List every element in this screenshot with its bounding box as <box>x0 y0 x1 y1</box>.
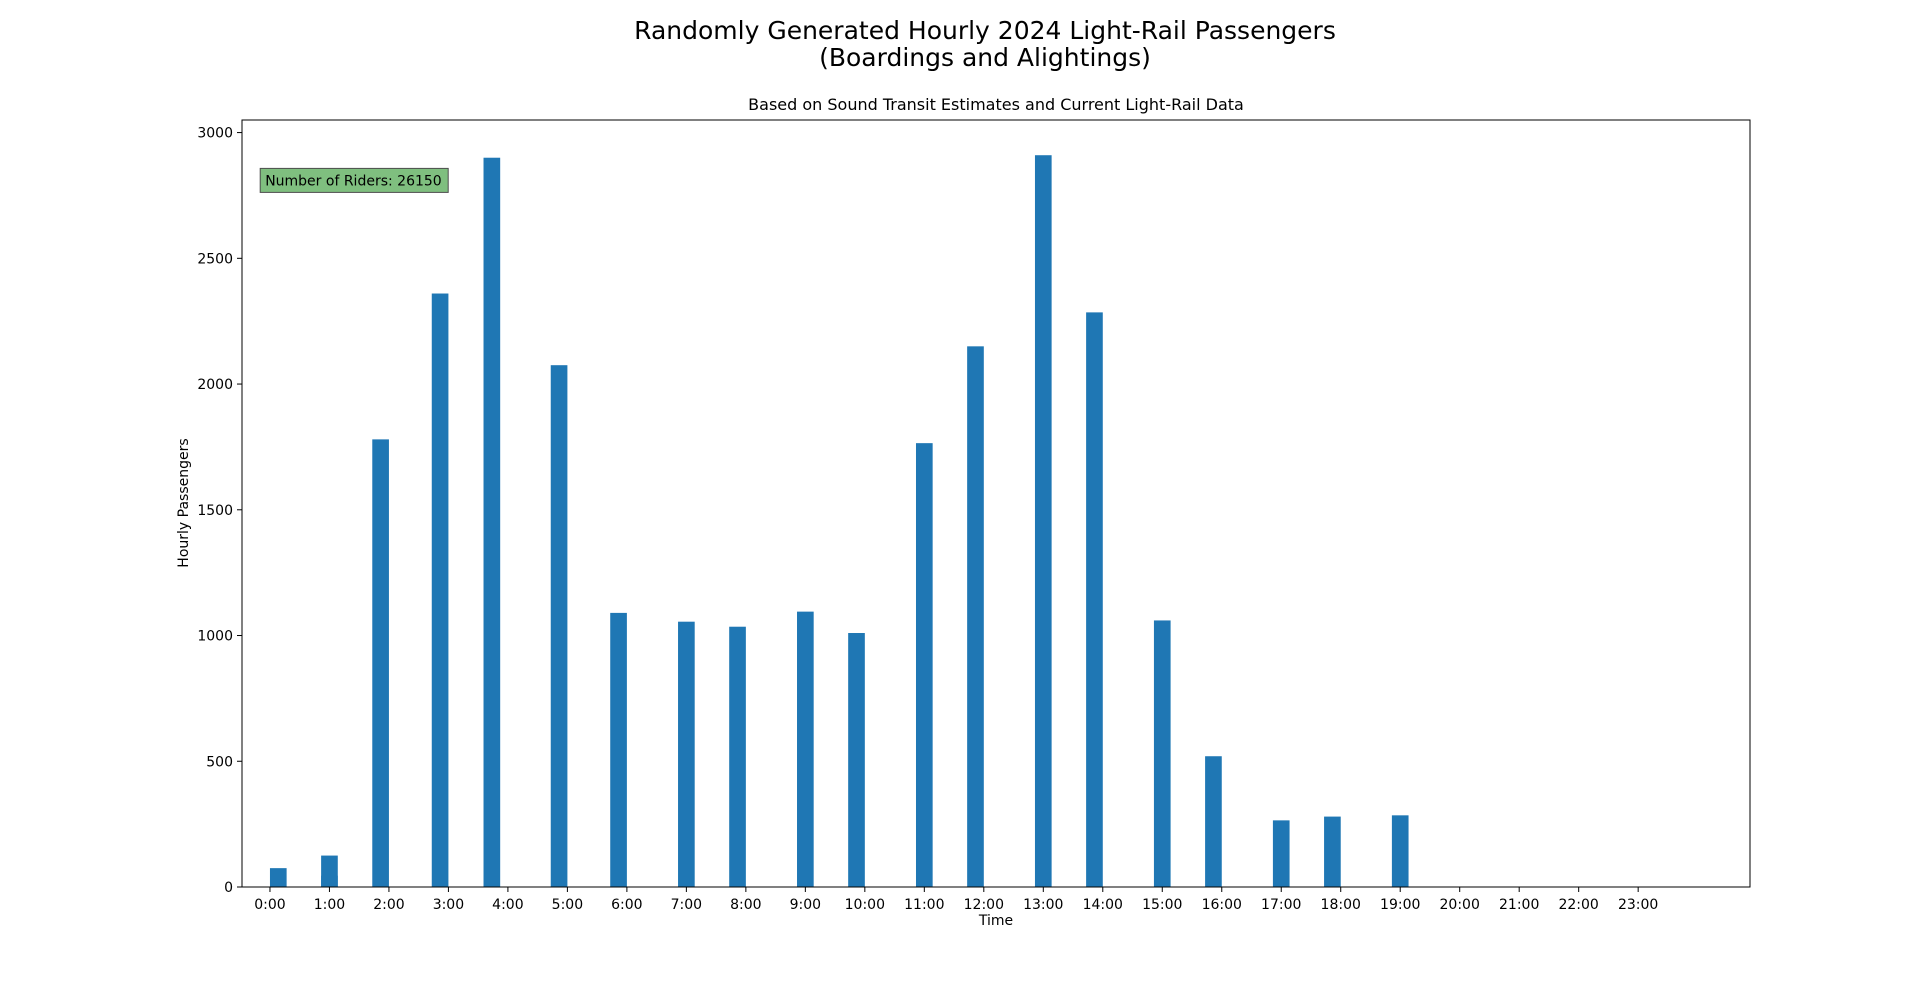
bar-12 <box>729 626 746 887</box>
bar-21 <box>1272 820 1290 887</box>
bars-layer <box>269 155 1409 888</box>
x-tick-label-2: 2:00 <box>373 897 404 913</box>
x-tick-label-1: 1:00 <box>314 897 345 913</box>
y-axis-label: Hourly Passengers <box>176 438 192 567</box>
bar-22 <box>1324 816 1341 887</box>
bar-13 <box>797 611 814 887</box>
x-tick-label-20: 20:00 <box>1440 897 1480 913</box>
x-tick-label-3: 3:00 <box>433 897 464 913</box>
x-tick-label-6: 6:00 <box>611 897 642 913</box>
bar-11 <box>678 621 695 887</box>
bar-6 <box>372 439 389 887</box>
riders-annotation-box <box>259 167 449 193</box>
bar-18 <box>1086 312 1103 887</box>
chart-title-line2: (Boardings and Alightings) <box>819 43 1151 72</box>
x-tick-label-11: 11:00 <box>904 897 944 913</box>
bar-16 <box>967 346 984 888</box>
y-tick-label-5: 2500 <box>197 251 233 267</box>
x-tick-label-23: 23:00 <box>1618 897 1658 913</box>
x-tick-label-15: 15:00 <box>1142 897 1182 913</box>
x-tick-label-5: 5:00 <box>552 897 583 913</box>
x-tick-label-9: 9:00 <box>790 897 821 913</box>
x-tick-label-21: 21:00 <box>1499 897 1539 913</box>
y-tick-label-6: 3000 <box>197 126 233 142</box>
chart-subtitle: Based on Sound Transit Estimates and Cur… <box>748 95 1244 114</box>
bar-15 <box>915 443 933 887</box>
y-tick-label-1: 500 <box>206 754 233 770</box>
x-tick-label-12: 12:00 <box>964 897 1004 913</box>
y-tick-label-2: 1000 <box>197 629 233 645</box>
x-tick-label-0: 0:00 <box>254 897 285 913</box>
riders-annotation-text: Number of Riders: 26150 <box>265 173 442 189</box>
x-axis-label: Time <box>978 913 1013 929</box>
x-tick-label-4: 4:00 <box>492 897 523 913</box>
x-tick-label-18: 18:00 <box>1321 897 1361 913</box>
bar-5 <box>321 855 338 887</box>
bar-23 <box>1391 815 1409 887</box>
bar-7 <box>431 293 449 887</box>
bar-10 <box>610 612 627 887</box>
x-tick-label-14: 14:00 <box>1083 897 1123 913</box>
bar-14 <box>848 633 865 887</box>
chart-title: Randomly Generated Hourly 2024 Light-Rai… <box>634 16 1336 45</box>
y-tick-label-0: 0 <box>224 880 233 896</box>
y-tick-label-4: 2000 <box>197 377 233 393</box>
bar-9 <box>550 365 568 887</box>
bar-20 <box>1205 756 1222 887</box>
x-tick-label-22: 22:00 <box>1558 897 1598 913</box>
plot-frame <box>241 119 1751 888</box>
x-tick-label-13: 13:00 <box>1023 897 1063 913</box>
bar-17 <box>1034 155 1052 887</box>
x-tick-label-19: 19:00 <box>1380 897 1420 913</box>
y-tick-label-3: 1500 <box>197 503 233 519</box>
x-axis: 0:00 1:00 2:00 3:00 4:00 5:00 6:00 7:00 8:00 9:00… <box>254 887 1658 913</box>
x-tick-label-16: 16:00 <box>1202 897 1242 913</box>
bar-19 <box>1153 620 1171 887</box>
riders-annotation: Number of Riders: 26150 <box>259 167 449 193</box>
x-tick-label-7: 7:00 <box>671 897 702 913</box>
bar-0 <box>269 868 287 887</box>
x-tick-label-8: 8:00 <box>730 897 761 913</box>
x-tick-label-10: 10:00 <box>845 897 885 913</box>
x-tick-label-17: 17:00 <box>1261 897 1301 913</box>
y-axis: 0 500 1000 1500 2000 2500 3000 <box>197 126 242 896</box>
bar-8 <box>483 157 501 888</box>
